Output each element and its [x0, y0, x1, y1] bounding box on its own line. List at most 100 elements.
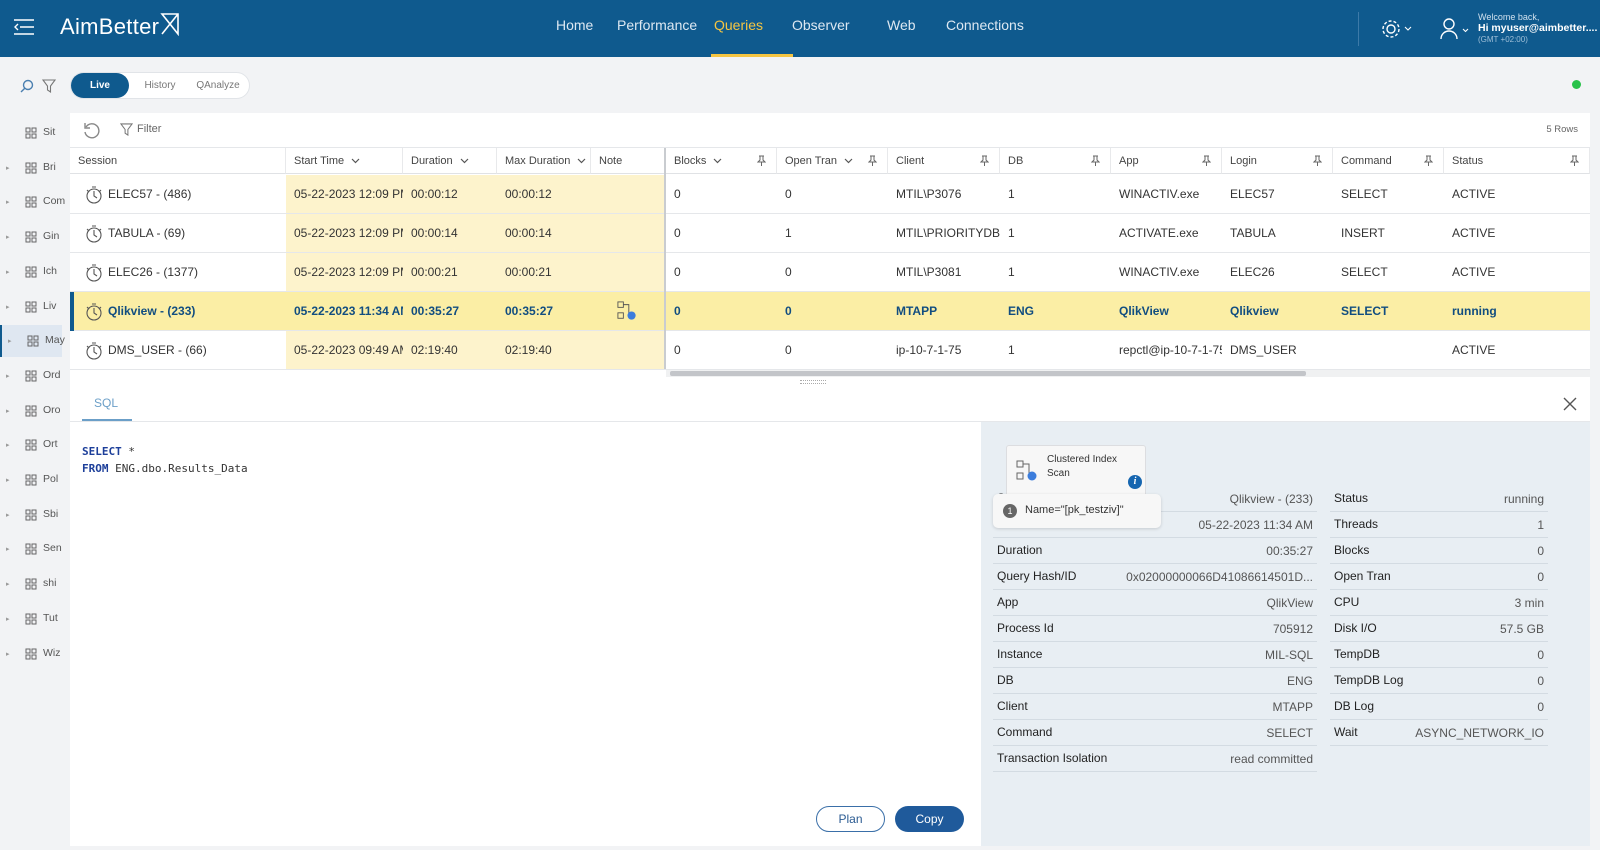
- table-row[interactable]: ELEC26 - (1377) 05-22-2023 12:09 PM 00:00:…: [70, 253, 1590, 292]
- expand-caret-icon[interactable]: ▸: [6, 234, 10, 242]
- filter-icon[interactable]: [42, 79, 56, 93]
- pin-icon[interactable]: [1570, 155, 1579, 166]
- column-header-note[interactable]: Note: [591, 148, 665, 174]
- sidebar-item-gin[interactable]: ▸ Gin: [0, 221, 62, 253]
- expand-caret-icon[interactable]: ▸: [6, 442, 10, 450]
- expand-caret-icon[interactable]: ▸: [6, 407, 10, 415]
- expand-caret-icon[interactable]: ▸: [6, 546, 10, 554]
- horizontal-scrollbar[interactable]: [670, 371, 1306, 376]
- table-row[interactable]: TABULA - (69) 05-22-2023 12:09 PM 00:00:14…: [70, 214, 1590, 253]
- nav-connections[interactable]: Connections: [946, 17, 1024, 33]
- expand-caret-icon[interactable]: ▸: [6, 372, 10, 380]
- table-row[interactable]: ELEC57 - (486) 05-22-2023 12:09 PM 00:00:1…: [70, 175, 1590, 214]
- chevron-down-icon[interactable]: [844, 158, 853, 164]
- expand-caret-icon[interactable]: ▸: [6, 303, 10, 311]
- menu-collapse-icon[interactable]: [14, 18, 36, 36]
- sidebar-item-ort[interactable]: ▸ Ort: [0, 429, 62, 461]
- tab-qanalyze[interactable]: QAnalyze: [196, 80, 240, 91]
- column-header-command[interactable]: Command: [1333, 148, 1444, 174]
- resize-handle[interactable]: [800, 380, 826, 384]
- expand-caret-icon[interactable]: ▸: [6, 581, 10, 589]
- sidebar-item-sit[interactable]: Sit: [0, 117, 62, 149]
- info-value: 1: [1537, 518, 1544, 532]
- sidebar-item-sen[interactable]: ▸ Sen: [0, 533, 62, 565]
- filter-button-label[interactable]: Filter: [137, 123, 162, 135]
- close-icon[interactable]: [1562, 396, 1578, 412]
- pin-icon[interactable]: [1313, 155, 1322, 166]
- column-header-client[interactable]: Client: [888, 148, 1000, 174]
- expand-caret-icon[interactable]: ▸: [6, 164, 10, 172]
- gear-icon[interactable]: [1380, 18, 1414, 40]
- sidebar-item-may[interactable]: ▸ May: [0, 325, 65, 358]
- session-name[interactable]: TABULA - (69): [108, 226, 186, 240]
- expand-caret-icon[interactable]: ▸: [6, 199, 10, 207]
- refresh-icon[interactable]: [82, 121, 102, 141]
- info-row-tempdb: TempDB 0: [1330, 642, 1548, 668]
- filter-icon[interactable]: [120, 123, 133, 136]
- pin-icon[interactable]: [1091, 155, 1100, 166]
- expand-caret-icon[interactable]: ▸: [6, 477, 10, 484]
- sidebar-item-ich[interactable]: ▸ Ich: [0, 256, 62, 288]
- pin-icon[interactable]: [1202, 155, 1211, 166]
- sidebar-item-sbi[interactable]: ▸ Sbi: [0, 499, 62, 531]
- info-icon[interactable]: i: [1128, 475, 1142, 489]
- column-header-blocks[interactable]: Blocks: [666, 148, 777, 174]
- pin-icon[interactable]: [1424, 155, 1433, 166]
- sidebar-item-ord[interactable]: ▸ Ord: [0, 360, 62, 392]
- column-header-session[interactable]: Session: [70, 148, 286, 174]
- tab-live[interactable]: Live: [71, 73, 129, 98]
- app-logo[interactable]: AimBetter: [60, 13, 179, 40]
- sidebar-item-com[interactable]: ▸ Com: [0, 186, 65, 218]
- session-name[interactable]: Qlikview - (233): [108, 304, 196, 318]
- table-row[interactable]: DMS_USER - (66) 05-22-2023 09:49 AM 02:19:…: [70, 331, 1590, 370]
- column-header-start-time[interactable]: Start Time: [286, 148, 403, 174]
- pin-icon[interactable]: [868, 155, 877, 166]
- nav-home[interactable]: Home: [556, 17, 594, 33]
- tab-history[interactable]: History: [144, 80, 176, 91]
- sidebar-item-shi[interactable]: ▸ shi: [0, 568, 62, 600]
- nav-web[interactable]: Web: [887, 17, 916, 33]
- session-name[interactable]: DMS_USER - (66): [108, 343, 207, 357]
- user-greeting[interactable]: Welcome back, Hi myuser@aimbetter.... (G…: [1478, 12, 1597, 45]
- column-header-max-duration[interactable]: Max Duration: [497, 148, 591, 174]
- copy-button[interactable]: Copy: [895, 806, 964, 832]
- session-name[interactable]: ELEC26 - (1377): [108, 265, 199, 279]
- nav-performance[interactable]: Performance: [617, 17, 698, 33]
- expand-caret-icon[interactable]: ▸: [6, 511, 10, 519]
- plan-button[interactable]: Plan: [816, 806, 885, 832]
- chevron-down-icon[interactable]: [351, 158, 360, 164]
- chevron-down-icon[interactable]: [577, 158, 586, 164]
- expand-caret-icon[interactable]: ▸: [6, 615, 10, 623]
- chevron-down-icon[interactable]: [713, 158, 722, 164]
- expand-caret-icon[interactable]: ▸: [6, 650, 10, 658]
- expand-caret-icon[interactable]: ▸: [6, 268, 10, 276]
- nav-queries[interactable]: Queries: [714, 17, 764, 33]
- nav-observer[interactable]: Observer: [792, 17, 850, 33]
- expand-caret-icon[interactable]: ▸: [8, 338, 12, 346]
- session-name[interactable]: ELEC57 - (486): [108, 187, 192, 201]
- pin-icon[interactable]: [757, 155, 766, 166]
- cell-blocks: 0: [674, 343, 681, 357]
- column-header-open-tran[interactable]: Open Tran: [777, 148, 888, 174]
- column-header-duration[interactable]: Duration: [403, 148, 497, 174]
- sidebar-item-oro[interactable]: ▸ Oro: [0, 395, 62, 427]
- sidebar-item-bri[interactable]: ▸ Bri: [0, 152, 62, 184]
- sidebar-item-tut[interactable]: ▸ Tut: [0, 603, 62, 635]
- cell-max: 00:00:12: [497, 175, 591, 213]
- sidebar-item-wiz[interactable]: ▸ Wiz: [0, 638, 62, 670]
- column-header-db[interactable]: DB: [1000, 148, 1111, 174]
- info-key: Wait: [1334, 725, 1358, 739]
- user-icon[interactable]: [1440, 18, 1474, 40]
- table-row[interactable]: Qlikview - (233) 05-22-2023 11:34 AM 00:35…: [70, 292, 1590, 331]
- tab-sql[interactable]: SQL: [94, 396, 119, 410]
- sidebar-item-liv[interactable]: ▸ Liv: [0, 291, 62, 323]
- chevron-down-icon[interactable]: [460, 158, 469, 164]
- sidebar-item-pol[interactable]: ▸ Pol: [0, 464, 62, 496]
- column-header-login[interactable]: Login: [1222, 148, 1333, 174]
- session-timer-icon: [86, 225, 102, 243]
- pin-icon[interactable]: [980, 155, 989, 166]
- plan-icon[interactable]: [617, 301, 637, 321]
- search-icon[interactable]: [20, 79, 34, 93]
- column-header-app[interactable]: App: [1111, 148, 1222, 174]
- column-header-status[interactable]: Status: [1444, 148, 1590, 174]
